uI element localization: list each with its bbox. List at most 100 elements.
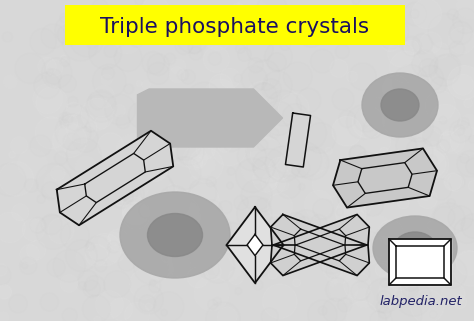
Circle shape bbox=[142, 156, 168, 182]
Circle shape bbox=[91, 246, 110, 265]
Circle shape bbox=[98, 230, 121, 253]
Circle shape bbox=[403, 112, 433, 142]
Ellipse shape bbox=[362, 73, 438, 137]
Circle shape bbox=[279, 283, 312, 317]
Ellipse shape bbox=[394, 232, 436, 264]
Circle shape bbox=[199, 95, 231, 127]
Polygon shape bbox=[389, 239, 451, 285]
Circle shape bbox=[285, 165, 295, 174]
Circle shape bbox=[116, 199, 123, 206]
Circle shape bbox=[69, 96, 94, 121]
Circle shape bbox=[297, 88, 321, 113]
Circle shape bbox=[140, 172, 174, 207]
Circle shape bbox=[235, 48, 252, 66]
FancyBboxPatch shape bbox=[65, 5, 405, 45]
Text: Triple phosphate crystals: Triple phosphate crystals bbox=[100, 17, 370, 37]
Circle shape bbox=[165, 197, 201, 232]
Circle shape bbox=[318, 246, 346, 273]
Circle shape bbox=[268, 217, 283, 232]
Circle shape bbox=[102, 18, 125, 40]
Polygon shape bbox=[227, 207, 283, 283]
Circle shape bbox=[241, 180, 272, 211]
Circle shape bbox=[268, 269, 277, 279]
Text: labpedia.net: labpedia.net bbox=[379, 295, 462, 308]
Circle shape bbox=[316, 233, 351, 268]
Circle shape bbox=[248, 252, 272, 277]
Circle shape bbox=[308, 300, 337, 321]
Circle shape bbox=[257, 140, 268, 151]
Polygon shape bbox=[57, 131, 173, 225]
Circle shape bbox=[339, 185, 371, 216]
Circle shape bbox=[104, 87, 137, 119]
Circle shape bbox=[10, 78, 36, 103]
Circle shape bbox=[98, 133, 124, 159]
Circle shape bbox=[411, 0, 442, 29]
Circle shape bbox=[300, 116, 310, 126]
Circle shape bbox=[380, 120, 403, 143]
Ellipse shape bbox=[147, 213, 202, 256]
Circle shape bbox=[8, 303, 19, 315]
Circle shape bbox=[266, 36, 275, 45]
Circle shape bbox=[241, 150, 248, 157]
Circle shape bbox=[420, 256, 438, 274]
Circle shape bbox=[332, 116, 362, 146]
Circle shape bbox=[336, 20, 367, 51]
Circle shape bbox=[78, 270, 98, 291]
Circle shape bbox=[292, 273, 319, 300]
Circle shape bbox=[356, 194, 378, 216]
Circle shape bbox=[236, 159, 270, 192]
Circle shape bbox=[316, 180, 351, 216]
Circle shape bbox=[73, 127, 98, 152]
Ellipse shape bbox=[381, 89, 419, 121]
Circle shape bbox=[25, 179, 38, 192]
Circle shape bbox=[304, 37, 322, 55]
Circle shape bbox=[423, 126, 442, 146]
Circle shape bbox=[66, 102, 81, 116]
Circle shape bbox=[464, 99, 473, 108]
Circle shape bbox=[248, 58, 263, 73]
Circle shape bbox=[110, 186, 133, 209]
Polygon shape bbox=[271, 214, 369, 275]
Circle shape bbox=[145, 123, 156, 134]
Circle shape bbox=[241, 66, 267, 92]
Polygon shape bbox=[137, 89, 283, 147]
Polygon shape bbox=[333, 148, 437, 208]
Polygon shape bbox=[271, 214, 369, 275]
Circle shape bbox=[435, 54, 461, 80]
Polygon shape bbox=[247, 234, 263, 256]
Circle shape bbox=[147, 54, 169, 75]
Circle shape bbox=[173, 238, 201, 266]
Circle shape bbox=[199, 119, 211, 132]
Circle shape bbox=[9, 246, 17, 255]
Circle shape bbox=[124, 84, 134, 94]
Circle shape bbox=[137, 257, 166, 287]
Circle shape bbox=[95, 219, 115, 238]
Circle shape bbox=[444, 173, 462, 191]
Circle shape bbox=[318, 9, 339, 30]
Circle shape bbox=[122, 197, 149, 225]
Circle shape bbox=[145, 7, 151, 13]
Circle shape bbox=[217, 193, 252, 227]
Circle shape bbox=[118, 109, 128, 120]
Circle shape bbox=[411, 219, 426, 233]
Circle shape bbox=[316, 280, 324, 288]
Circle shape bbox=[404, 40, 419, 55]
Circle shape bbox=[222, 51, 257, 86]
Ellipse shape bbox=[373, 216, 457, 280]
Circle shape bbox=[206, 302, 240, 321]
Circle shape bbox=[181, 291, 195, 305]
Circle shape bbox=[339, 111, 356, 127]
Circle shape bbox=[120, 168, 154, 201]
Circle shape bbox=[25, 161, 55, 191]
Circle shape bbox=[46, 62, 78, 94]
Circle shape bbox=[87, 38, 97, 48]
Circle shape bbox=[419, 186, 433, 200]
Circle shape bbox=[286, 57, 317, 88]
Circle shape bbox=[104, 44, 117, 57]
Circle shape bbox=[278, 147, 306, 174]
Circle shape bbox=[408, 126, 431, 149]
Circle shape bbox=[310, 215, 327, 231]
Circle shape bbox=[412, 50, 438, 76]
Circle shape bbox=[82, 101, 109, 128]
Circle shape bbox=[454, 218, 474, 243]
